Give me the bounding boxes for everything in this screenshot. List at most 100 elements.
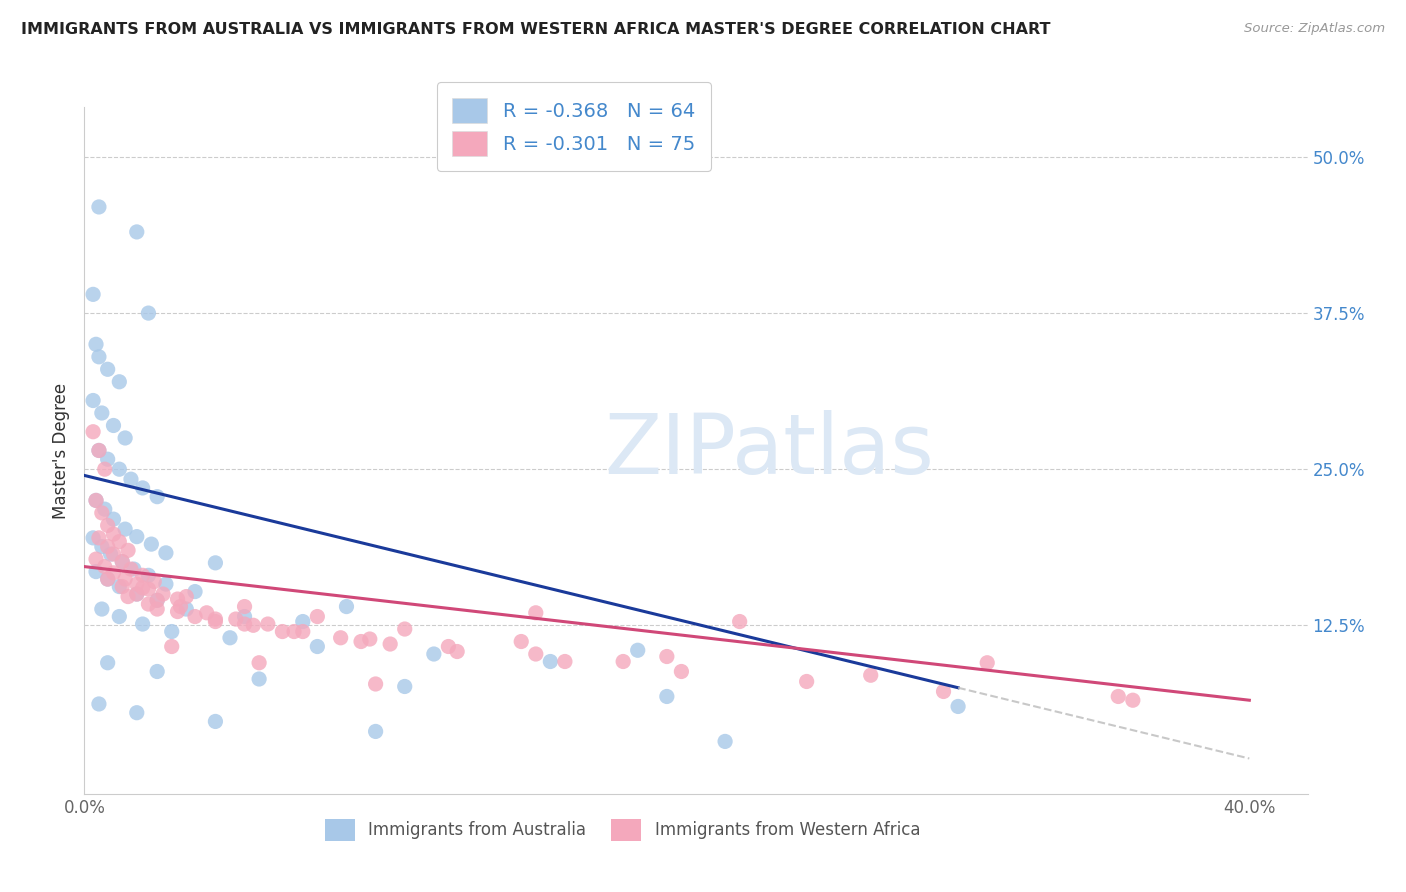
Point xyxy=(160,624,183,639)
Point xyxy=(117,543,139,558)
Point xyxy=(359,632,381,646)
Point xyxy=(307,640,329,654)
Point xyxy=(204,612,226,626)
Point xyxy=(97,572,120,586)
Point xyxy=(166,605,188,619)
Point xyxy=(655,649,678,664)
Point xyxy=(437,640,460,654)
Point xyxy=(146,593,169,607)
Point xyxy=(146,593,169,607)
Point xyxy=(538,655,561,669)
Point xyxy=(82,393,104,408)
Point xyxy=(122,562,145,576)
Point xyxy=(380,637,402,651)
Point xyxy=(233,599,256,614)
Point xyxy=(932,684,955,698)
Point xyxy=(233,609,256,624)
Point xyxy=(84,493,107,508)
Point xyxy=(184,609,207,624)
Point xyxy=(82,287,104,301)
Point xyxy=(394,622,416,636)
Point xyxy=(1122,693,1144,707)
Point xyxy=(335,599,357,614)
Legend: Immigrants from Australia, Immigrants from Western Africa: Immigrants from Australia, Immigrants fr… xyxy=(318,813,927,847)
Point xyxy=(271,624,294,639)
Point xyxy=(184,584,207,599)
Point xyxy=(859,668,882,682)
Point xyxy=(554,655,576,669)
Point xyxy=(125,706,148,720)
Point xyxy=(329,631,352,645)
Point xyxy=(84,493,107,508)
Point xyxy=(655,690,678,704)
Point xyxy=(111,555,134,569)
Point xyxy=(169,599,191,614)
Point xyxy=(671,665,693,679)
Point xyxy=(97,362,120,376)
Point xyxy=(225,612,247,626)
Text: IMMIGRANTS FROM AUSTRALIA VS IMMIGRANTS FROM WESTERN AFRICA MASTER'S DEGREE CORR: IMMIGRANTS FROM AUSTRALIA VS IMMIGRANTS … xyxy=(21,22,1050,37)
Point xyxy=(195,606,218,620)
Point xyxy=(307,609,329,624)
Text: ZIPatlas: ZIPatlas xyxy=(605,410,935,491)
Point xyxy=(146,665,169,679)
Point xyxy=(138,306,160,320)
Point xyxy=(103,566,125,580)
Point xyxy=(131,568,153,582)
Point xyxy=(108,375,131,389)
Point xyxy=(138,568,160,582)
Point xyxy=(131,481,153,495)
Point xyxy=(138,597,160,611)
Point xyxy=(627,643,650,657)
Point xyxy=(446,644,468,658)
Point xyxy=(103,547,125,561)
Point xyxy=(247,672,270,686)
Point xyxy=(155,546,177,560)
Point xyxy=(125,587,148,601)
Point xyxy=(93,502,115,516)
Point xyxy=(111,580,134,594)
Point xyxy=(1107,690,1129,704)
Point xyxy=(97,572,120,586)
Point xyxy=(174,602,197,616)
Point xyxy=(111,555,134,569)
Point xyxy=(84,552,107,566)
Point xyxy=(247,656,270,670)
Point xyxy=(131,617,153,632)
Point xyxy=(204,615,226,629)
Point xyxy=(114,522,136,536)
Point xyxy=(291,624,314,639)
Point xyxy=(90,506,112,520)
Point xyxy=(143,574,166,589)
Point xyxy=(141,537,163,551)
Point xyxy=(97,656,120,670)
Point xyxy=(160,640,183,654)
Point xyxy=(364,724,387,739)
Point xyxy=(90,540,112,554)
Point xyxy=(138,582,160,596)
Point xyxy=(976,656,998,670)
Point xyxy=(219,631,242,645)
Point xyxy=(87,443,110,458)
Point xyxy=(364,677,387,691)
Point xyxy=(728,615,751,629)
Point xyxy=(125,530,148,544)
Point xyxy=(90,602,112,616)
Point xyxy=(166,592,188,607)
Point xyxy=(146,602,169,616)
Point xyxy=(87,350,110,364)
Point xyxy=(84,565,107,579)
Point xyxy=(103,418,125,433)
Point xyxy=(87,443,110,458)
Point xyxy=(152,587,174,601)
Point xyxy=(524,606,547,620)
Point xyxy=(84,337,107,351)
Point xyxy=(394,680,416,694)
Point xyxy=(120,562,142,576)
Point xyxy=(114,572,136,586)
Point xyxy=(125,577,148,591)
Point xyxy=(87,531,110,545)
Point xyxy=(108,462,131,476)
Point xyxy=(108,534,131,549)
Point xyxy=(174,590,197,604)
